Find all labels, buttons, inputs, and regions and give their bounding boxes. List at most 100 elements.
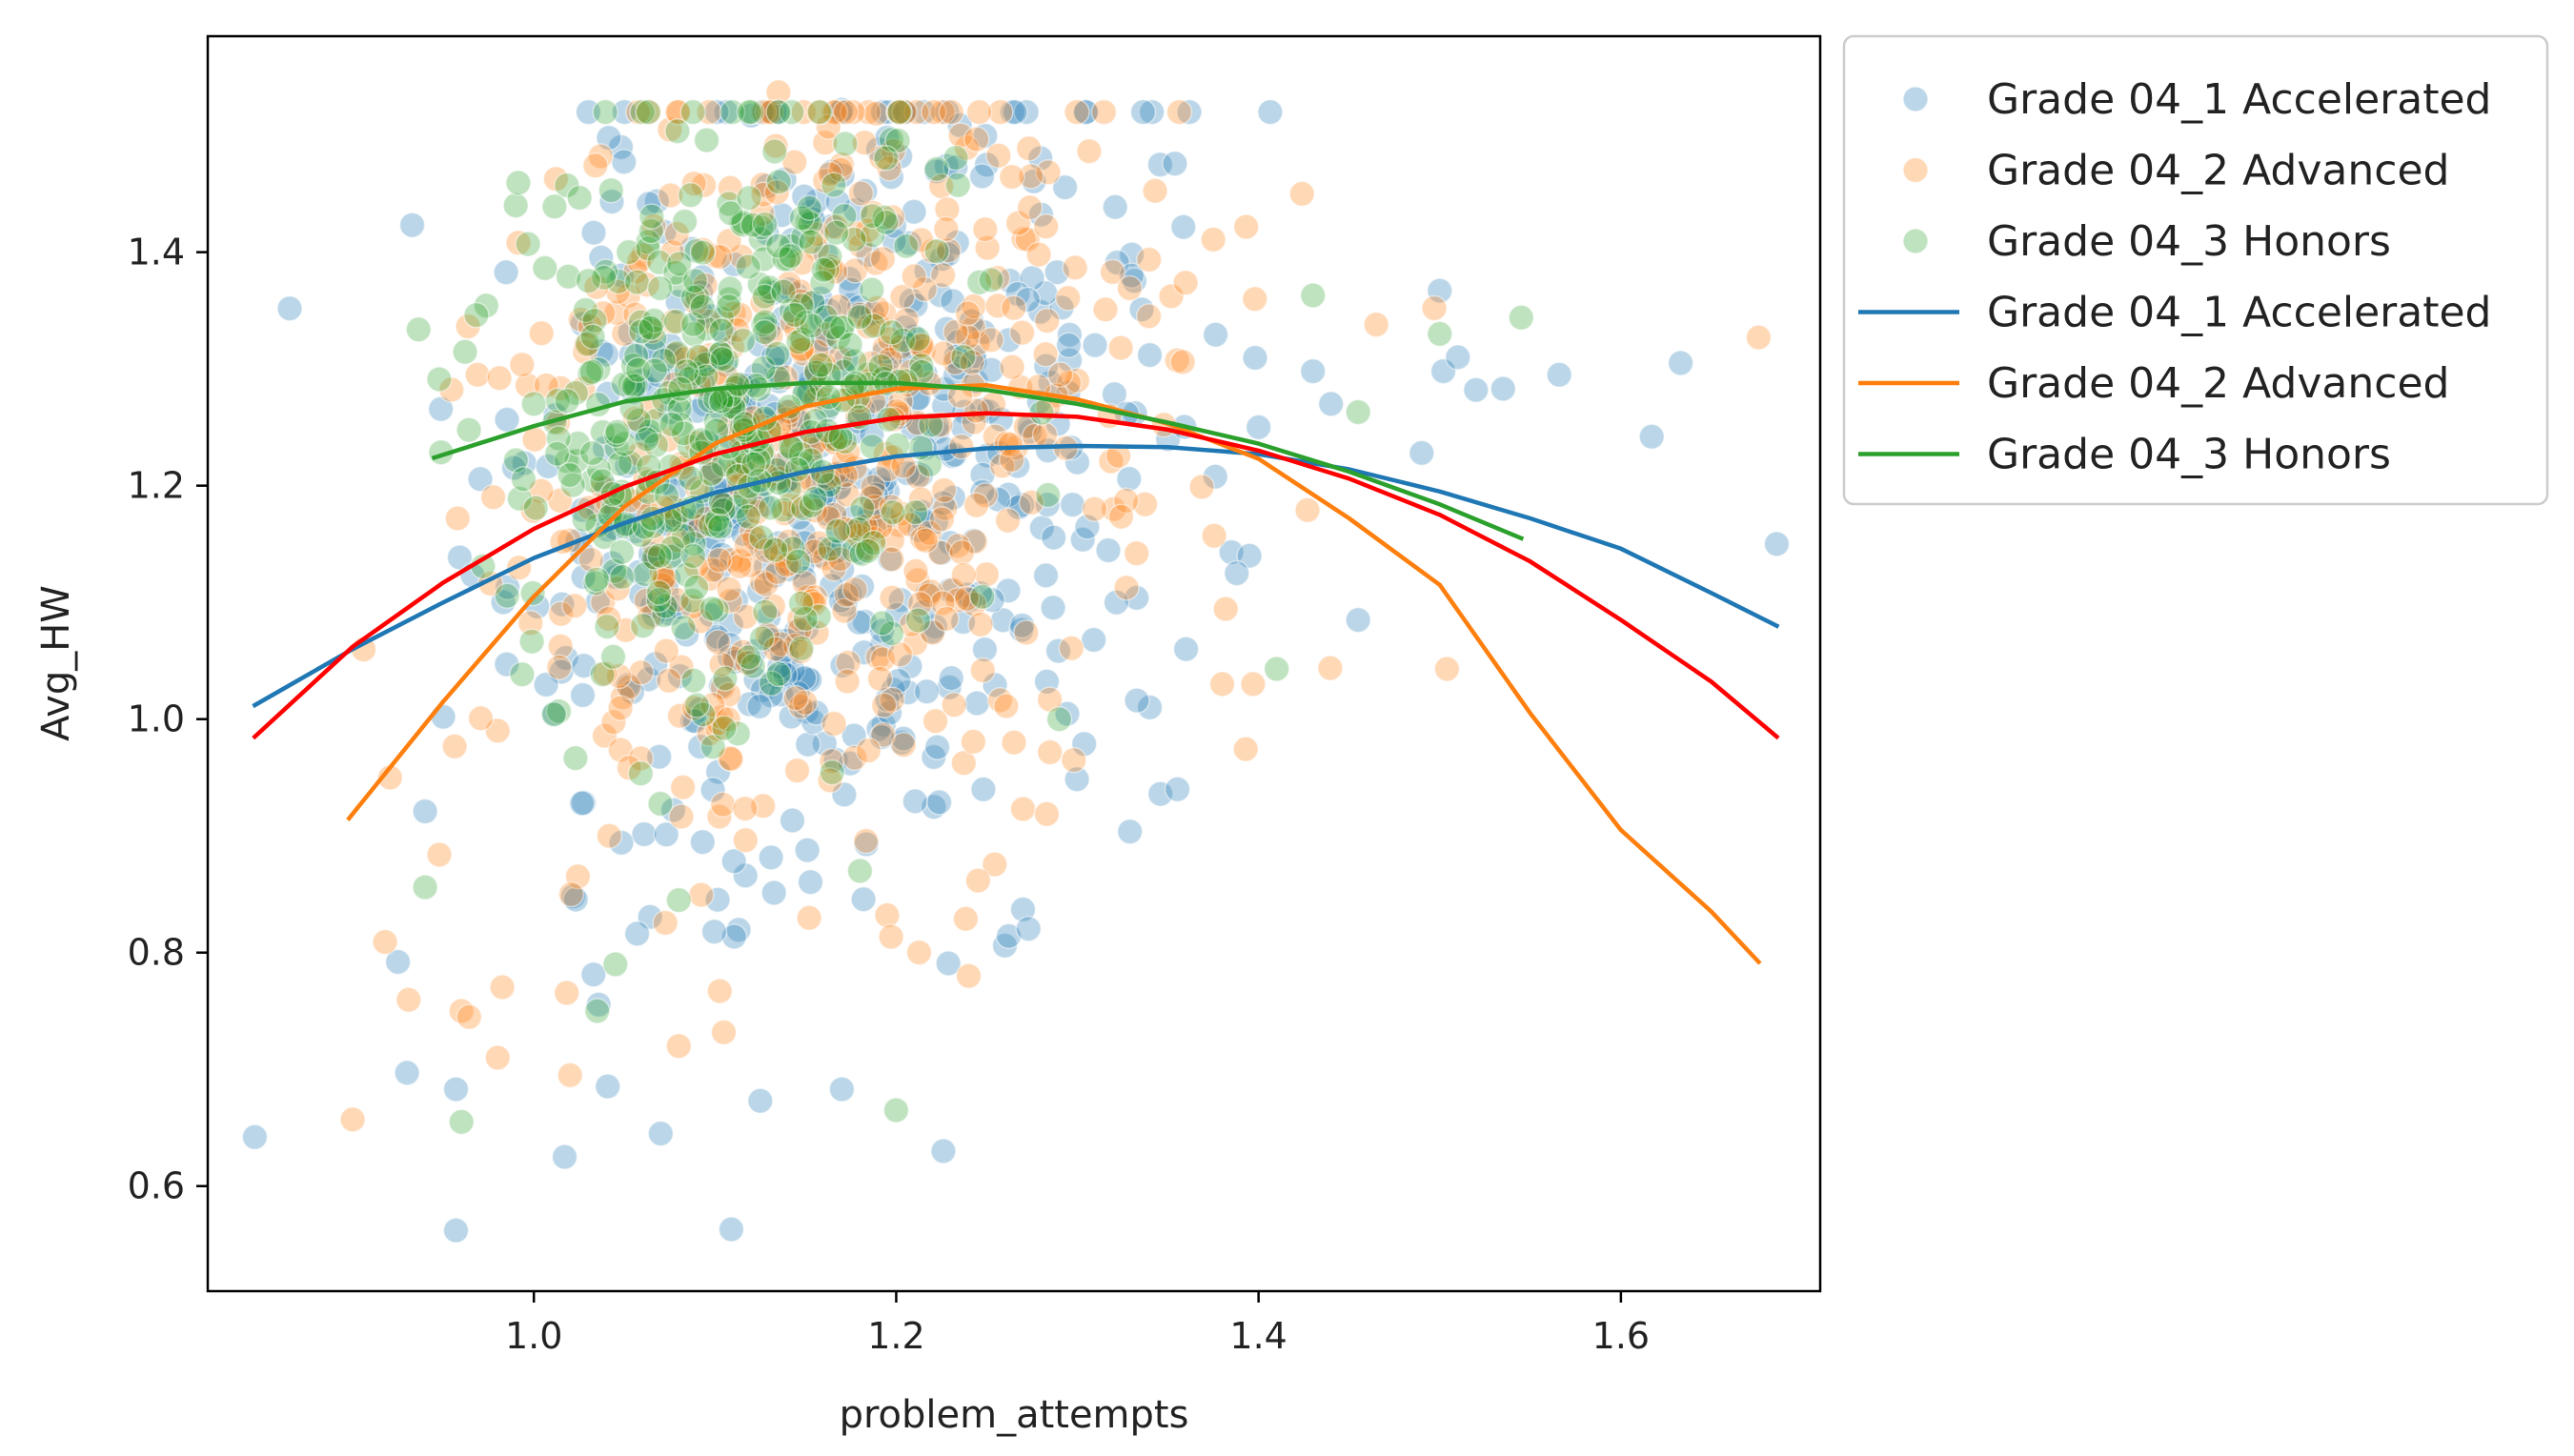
scatter-point (764, 340, 791, 368)
scatter-point (782, 684, 809, 712)
scatter-point (969, 583, 996, 611)
scatter-point (787, 590, 815, 617)
scatter-point (241, 1123, 269, 1151)
scatter-point (339, 1106, 366, 1133)
scatter-point (1299, 282, 1327, 309)
scatter-point (1090, 98, 1118, 126)
scatter-point (568, 790, 596, 817)
scatter-point (929, 98, 956, 126)
scatter-point (670, 615, 697, 641)
scatter-point (779, 807, 806, 834)
scatter-series-2 (339, 79, 1773, 1133)
scatter-point (519, 579, 546, 607)
legend-marker (1902, 228, 1929, 254)
scatter-point (1082, 332, 1108, 358)
scatter-point (467, 705, 495, 732)
scatter-point (835, 649, 861, 677)
scatter-point (588, 244, 615, 272)
scatter-point (633, 426, 660, 453)
legend-entry: Grade 04_3 Honors (1858, 431, 2391, 479)
scatter-point (442, 1076, 470, 1102)
scatter-point (1033, 800, 1061, 828)
scatter-point (760, 343, 787, 371)
scatter-point (1036, 738, 1064, 766)
scatter-point (384, 948, 412, 976)
scatter-point (646, 249, 673, 276)
scatter-point (629, 98, 656, 126)
scatter-point (671, 208, 699, 235)
y-axis: 0.6 0.8 1.0 1.2 1.4 (128, 232, 208, 1207)
fit-line-1 (252, 443, 1780, 709)
scatter-point (698, 460, 725, 488)
scatter-point (1200, 226, 1226, 253)
scatter-point (765, 660, 792, 688)
scatter-point (935, 950, 962, 977)
scatter-point (999, 163, 1025, 191)
scatter-point (1162, 150, 1188, 177)
scatter-point (873, 145, 900, 172)
scatter-point (494, 582, 520, 610)
scatter-point (645, 579, 673, 606)
scatter-point (904, 567, 931, 594)
scatter-point (664, 117, 691, 145)
scatter-point (716, 191, 742, 217)
scatter-point (598, 176, 625, 204)
scatter-point (607, 695, 634, 721)
scatter-point (446, 544, 474, 571)
scatter-point (922, 707, 949, 735)
legend-label: Grade 04_2 Advanced (1987, 359, 2449, 408)
scatter-point (521, 426, 548, 454)
scatter-point (1076, 137, 1103, 165)
scatter-point (1345, 606, 1371, 634)
scatter-point (1018, 163, 1044, 190)
scatter-point (456, 1003, 483, 1031)
scatter-point (718, 199, 744, 227)
scatter-point (609, 563, 636, 591)
scatter-point (677, 182, 704, 209)
scatter-point (1105, 442, 1132, 470)
scatter-point (623, 920, 651, 947)
y-tick-label: 1.4 (128, 232, 185, 273)
scatter-point (772, 660, 799, 688)
scatter-point (575, 267, 602, 294)
scatter-point (544, 387, 572, 415)
scatter-point (1445, 344, 1471, 371)
scatter-point (886, 98, 913, 126)
scatter-point (735, 503, 762, 531)
scatter-point (592, 98, 618, 126)
scatter-point (1224, 559, 1250, 587)
scatter-point (968, 163, 996, 190)
scatter-point (467, 466, 494, 493)
scatter-point (859, 433, 885, 460)
scatter-point (902, 557, 929, 585)
scatter-point (794, 731, 821, 758)
scatter-point (768, 638, 796, 666)
scatter-point (622, 258, 649, 285)
scatter-point (930, 1138, 957, 1164)
scatter-point (748, 625, 776, 652)
scatter-point (398, 212, 426, 238)
scatter-point (1051, 173, 1079, 201)
scatter-point (640, 212, 667, 240)
scatter-point (1165, 98, 1193, 126)
scatter-point (1129, 98, 1157, 126)
scatter-point (595, 605, 622, 633)
scatter-point (879, 584, 905, 611)
scatter-point (1124, 687, 1150, 714)
scatter-point (854, 537, 882, 564)
scatter-point (412, 874, 438, 900)
scatter-point (665, 886, 693, 914)
scatter-point (405, 316, 432, 343)
scatter-point (1008, 612, 1036, 639)
scatter-point (564, 430, 592, 457)
y-tick-label: 1.2 (128, 465, 185, 507)
scatter-point (569, 681, 597, 709)
scatter-point (853, 827, 880, 855)
scatter-point (522, 495, 549, 521)
scatter-point (867, 353, 894, 380)
scatter-point (678, 465, 704, 492)
scatter-point (718, 745, 744, 773)
scatter-point (486, 365, 513, 392)
scatter-point (905, 939, 933, 966)
scatter-point (502, 192, 529, 219)
